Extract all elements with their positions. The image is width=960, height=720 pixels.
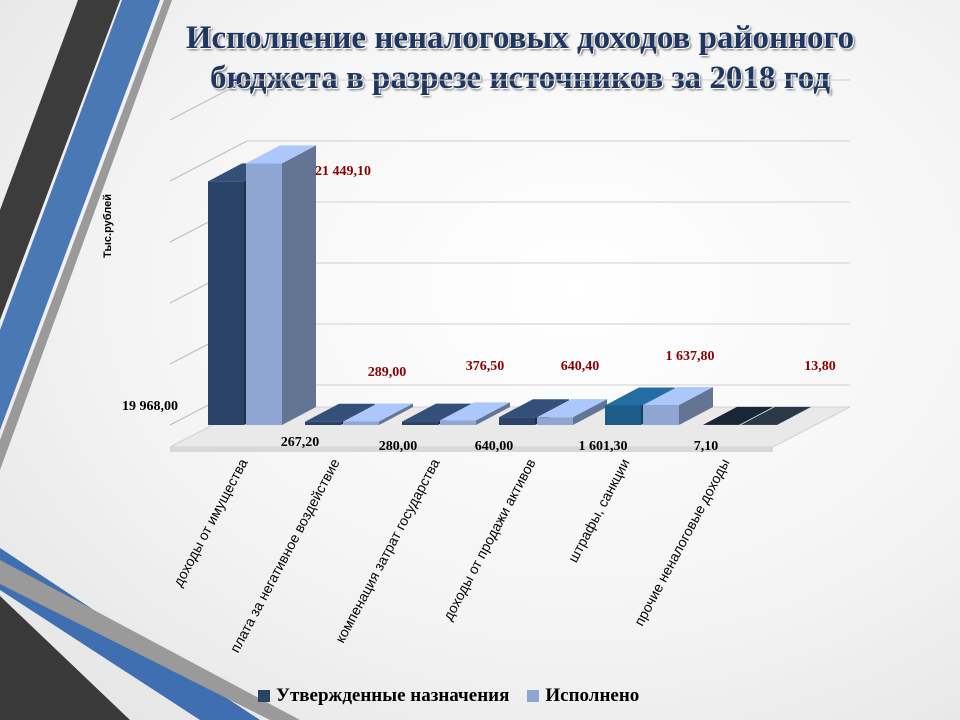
category-label-3: доходы от продажи активов bbox=[440, 456, 539, 623]
bar-approved-2-top bbox=[402, 403, 472, 422]
bar-executed-2-front bbox=[440, 420, 476, 425]
bar-executed-4-front bbox=[643, 405, 679, 425]
bar-executed-0 bbox=[246, 145, 316, 425]
bar-executed-2-top bbox=[440, 402, 510, 421]
legend-label-approved: Утвержденные назначения bbox=[276, 685, 510, 706]
value-label-executed-2: 376,50 bbox=[466, 359, 505, 374]
bar-executed-1-side bbox=[379, 403, 413, 425]
bar-executed-5-side bbox=[777, 406, 811, 425]
value-labels: 19 968,00 21 449,10 267,20 289,00 280,00 376,… bbox=[122, 164, 836, 454]
legend-item-executed: Исполнено bbox=[527, 685, 639, 707]
value-label-executed-1: 289,00 bbox=[368, 365, 407, 380]
bar-executed-3-top bbox=[537, 399, 607, 418]
bar-approved-1-front bbox=[305, 421, 341, 425]
bar-executed-3 bbox=[537, 399, 607, 425]
value-label-executed-5: 13,80 bbox=[804, 359, 836, 374]
bar-approved-5 bbox=[703, 406, 773, 425]
bar-executed-2-side bbox=[476, 402, 510, 425]
bar-executed-3-side bbox=[573, 399, 607, 425]
title-line-1: Исполнение неналоговых доходов районного bbox=[185, 20, 855, 56]
bar-approved-2-front bbox=[402, 421, 438, 425]
legend: Утвержденные назначения Исполнено bbox=[258, 684, 639, 708]
bar-executed-1-front bbox=[343, 421, 379, 425]
bar-approved-3-top bbox=[499, 399, 569, 418]
bar-approved-4-top bbox=[605, 387, 675, 406]
bar-executed-0-front bbox=[246, 163, 282, 425]
chart-floor-edge bbox=[170, 447, 773, 452]
category-label-0: доходы от имущества bbox=[170, 456, 251, 589]
value-label-approved-0: 19 968,00 bbox=[122, 399, 178, 414]
bar-executed-4-top bbox=[643, 387, 713, 406]
value-label-approved-4: 1 601,30 bbox=[579, 439, 628, 454]
deco-stripe-blue-left bbox=[0, 0, 160, 430]
chart-bars bbox=[208, 145, 811, 426]
value-label-approved-2: 280,00 bbox=[379, 439, 418, 454]
bar-approved-1-top bbox=[305, 403, 375, 422]
bar-executed-4-side bbox=[679, 387, 713, 425]
bar-executed-0-top bbox=[246, 145, 316, 164]
deco-stripe-gray-bottom bbox=[0, 560, 300, 720]
value-label-executed-4: 1 637,80 bbox=[666, 349, 715, 364]
y-axis-label: Тыс.рублей bbox=[102, 193, 114, 259]
deco-stripe-dark-bottom bbox=[0, 596, 130, 720]
value-label-approved-1: 267,20 bbox=[281, 435, 320, 450]
bar-executed-5 bbox=[741, 406, 811, 425]
bar-approved-5-top bbox=[703, 406, 773, 425]
bar-approved-3-front bbox=[499, 417, 535, 425]
bar-executed-2 bbox=[440, 402, 510, 425]
bar-executed-4 bbox=[643, 387, 713, 425]
bar-approved-5-side bbox=[739, 406, 773, 425]
title-line-2: бюджета в разрезе источников за 2018 год bbox=[209, 60, 831, 96]
value-label-approved-3: 640,00 bbox=[475, 439, 514, 454]
grid-line-left bbox=[169, 140, 248, 182]
bar-executed-1-top bbox=[343, 403, 413, 422]
bar-executed-0-side bbox=[282, 145, 316, 425]
bar-approved-0-front bbox=[208, 181, 244, 425]
grid-line-left bbox=[169, 79, 248, 121]
value-label-executed-0: 21 449,10 bbox=[315, 164, 371, 179]
bar-executed-1 bbox=[343, 403, 413, 425]
deco-stripe-gray-left bbox=[0, 0, 172, 470]
page-title: Исполнение неналоговых доходов районного… bbox=[120, 18, 920, 98]
legend-item-approved: Утвержденные назначения bbox=[258, 685, 509, 707]
legend-swatch-approved bbox=[258, 690, 270, 702]
category-label-4: штрафы, санкции bbox=[565, 456, 633, 565]
value-label-executed-3: 640,40 bbox=[561, 359, 600, 374]
bar-executed-3-front bbox=[537, 417, 573, 425]
legend-label-executed: Исполнено bbox=[545, 685, 640, 706]
bar-approved-4-front bbox=[605, 405, 641, 425]
chart-grid bbox=[169, 79, 850, 426]
bar-executed-5-top bbox=[741, 406, 811, 425]
category-label-1: плата за негативное воздействие bbox=[227, 456, 343, 655]
legend-swatch-executed bbox=[527, 690, 540, 702]
deco-stripe-dark-left bbox=[0, 0, 120, 320]
category-label-5: прочие неналоговые доходы bbox=[631, 456, 733, 629]
value-label-approved-5: 7,10 bbox=[694, 439, 719, 454]
category-label-2: компенация затрат государства bbox=[332, 456, 443, 646]
